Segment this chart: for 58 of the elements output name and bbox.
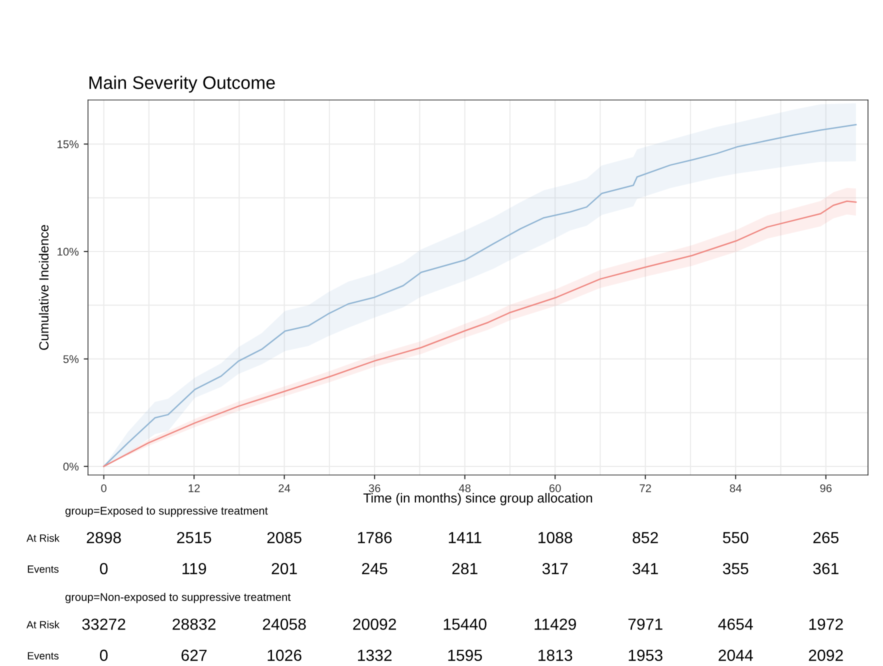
text: Events xyxy=(28,652,59,660)
x-tick-label: 60 xyxy=(549,484,561,492)
text: 265 xyxy=(813,532,839,544)
text: 2085 xyxy=(267,532,302,544)
text: 550 xyxy=(722,532,748,544)
text: 0 xyxy=(100,650,108,661)
y-tick-label: 0% xyxy=(63,462,79,471)
text: 317 xyxy=(542,562,568,574)
text: 1332 xyxy=(358,650,392,661)
text: 0 xyxy=(100,562,108,574)
x-tick-label: 48 xyxy=(458,484,471,492)
text: 2898 xyxy=(86,532,121,544)
text: 24058 xyxy=(262,618,306,630)
x-axis-title: Time (in months) since group allocation xyxy=(363,492,592,506)
y-axis-title: Cumulative Incidence xyxy=(38,225,49,350)
text: 201 xyxy=(272,562,297,574)
text: 2092 xyxy=(808,650,843,661)
y-tick-label: 15% xyxy=(58,140,79,148)
text: 1088 xyxy=(538,532,572,544)
text: 355 xyxy=(722,562,748,574)
text: 28832 xyxy=(172,618,216,630)
text: group=Non-exposed to suppressive treatment xyxy=(65,592,291,604)
text: At Risk xyxy=(26,534,60,542)
x-tick-label: 84 xyxy=(730,484,742,492)
x-tick-label: 24 xyxy=(278,484,290,492)
text: Events xyxy=(28,566,59,573)
text: 1786 xyxy=(358,532,392,544)
x-tick-label: 0 xyxy=(101,484,106,492)
text: 341 xyxy=(632,562,658,574)
text: 11429 xyxy=(534,618,576,630)
text: 119 xyxy=(182,562,206,574)
y-tick-label: 5% xyxy=(63,355,79,364)
text: 20092 xyxy=(353,618,396,630)
text: 361 xyxy=(813,562,838,574)
text: 1972 xyxy=(809,618,843,630)
text: At Risk xyxy=(26,620,60,628)
text: 627 xyxy=(182,650,207,661)
text: 2044 xyxy=(718,650,753,661)
x-tick-label: 96 xyxy=(820,484,832,492)
text: 4654 xyxy=(718,618,753,630)
text: 33272 xyxy=(82,618,126,630)
text: 852 xyxy=(632,532,658,544)
x-tick-label: 36 xyxy=(368,484,380,492)
text: 2515 xyxy=(177,532,212,544)
text: 1953 xyxy=(628,650,662,661)
text: 1813 xyxy=(538,650,572,661)
text: group=Exposed to suppressive treatment xyxy=(65,506,268,517)
x-tick-label: 12 xyxy=(188,484,200,492)
x-tick-label: 72 xyxy=(640,484,651,492)
text: 15440 xyxy=(444,618,486,630)
chart-title: Main Severity Outcome xyxy=(89,76,275,93)
y-tick-label: 10% xyxy=(58,248,79,256)
text: 1026 xyxy=(268,650,302,661)
text: 7971 xyxy=(628,618,662,630)
text: 281 xyxy=(452,562,478,574)
text: 245 xyxy=(362,562,388,574)
text: 1411 xyxy=(448,532,482,544)
text: 1595 xyxy=(448,650,482,661)
